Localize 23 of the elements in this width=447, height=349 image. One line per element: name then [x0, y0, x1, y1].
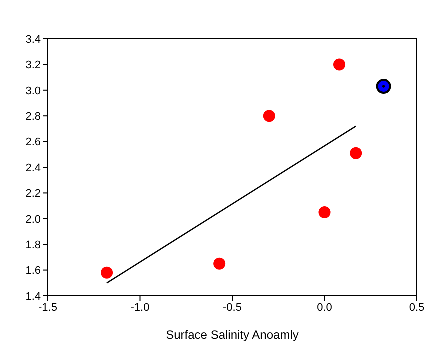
y-tick-label: 3.2 [26, 60, 41, 72]
point [263, 110, 276, 122]
point [318, 206, 331, 218]
point [376, 79, 392, 94]
y-tick-label: 3.0 [26, 85, 41, 98]
y-tick-label: 1.4 [26, 290, 41, 303]
y-tick-label: 1.8 [26, 240, 41, 252]
y-tick-label: 2.4 [26, 162, 41, 174]
y-tick-label: 2.6 [26, 136, 41, 149]
x-tick-label: -1.5 [38, 302, 58, 314]
y-tick-label: 2.2 [26, 188, 41, 200]
y-tick-label: 3.4 [26, 34, 41, 46]
x-tick-label: -1.0 [130, 302, 150, 314]
x-tick-label: 0.0 [317, 302, 332, 314]
x-tick-label: -0.5 [223, 302, 242, 314]
y-tick-label: 1.6 [26, 265, 41, 278]
point [214, 258, 226, 270]
point [334, 58, 346, 71]
x-tick-label: 0.5 [409, 302, 425, 314]
y-tick-label: 2.0 [26, 214, 41, 226]
point [350, 147, 362, 160]
y-tick-label: 2.8 [26, 111, 41, 124]
point [101, 266, 114, 279]
